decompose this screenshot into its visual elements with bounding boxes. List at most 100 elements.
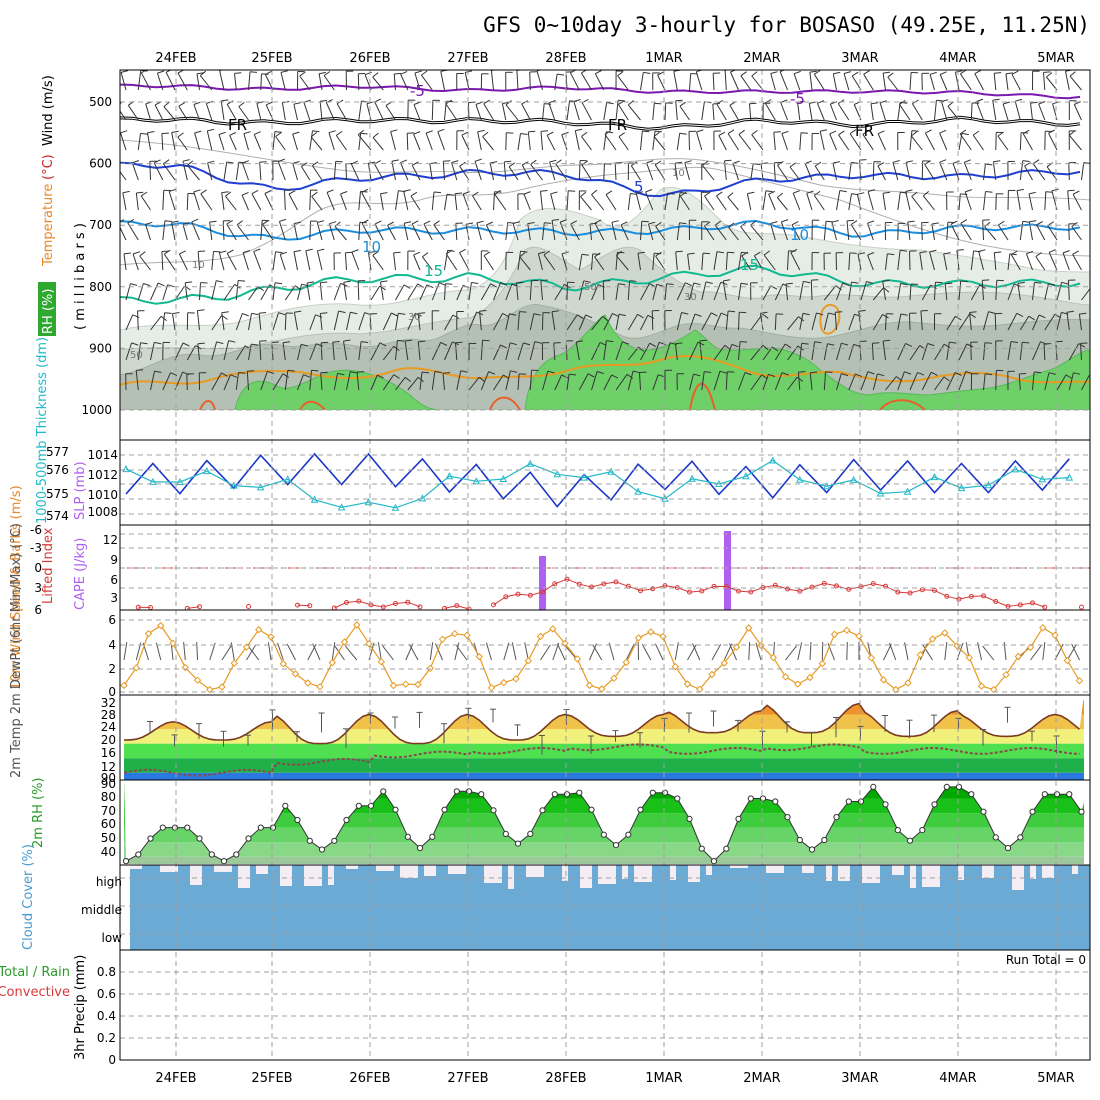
wind-barb	[256, 103, 262, 121]
wind-barb	[390, 131, 396, 151]
rh-2m-marker	[453, 788, 460, 795]
wind-barb	[837, 103, 850, 121]
wind-10m-marker	[524, 656, 533, 665]
y-tick-label: 24	[101, 720, 116, 734]
rh-2m-marker	[306, 837, 313, 844]
wind-barb-flag	[221, 314, 228, 320]
wind-barb	[832, 162, 837, 181]
wind-barb	[725, 344, 733, 361]
wind-barb	[413, 134, 421, 151]
wind-barb	[603, 102, 608, 121]
wind-10m-barb	[454, 642, 460, 661]
y-tick-label: -6	[30, 523, 42, 537]
rh-2m-marker	[478, 791, 485, 798]
top-date-axis: 24FEB 25FEB 26FEB 27FEB 28FEB 1MAR 2MAR 3MAR 4MA…	[155, 51, 1074, 66]
contour-label-fr: FR	[228, 116, 247, 134]
wind-barb	[501, 103, 507, 121]
wind-barb-flag	[410, 191, 418, 197]
wind-barb	[574, 130, 580, 151]
wind-barb	[762, 190, 767, 211]
wind-barb-flag	[960, 280, 968, 283]
thickness-marker	[283, 475, 292, 483]
wind-barb-flag	[550, 191, 558, 195]
wind-barb	[1056, 282, 1063, 301]
wind-barb-flag	[165, 70, 172, 73]
wind-barb	[566, 190, 569, 211]
contour-label-rh50: 50	[130, 350, 143, 361]
wind-barb-flag	[581, 253, 589, 256]
wind-barb-flag	[185, 281, 193, 284]
wind-barb	[238, 106, 249, 121]
wind-barb-flag	[828, 312, 836, 316]
wind-barb-flag	[617, 71, 624, 77]
rh-2m-marker	[490, 807, 497, 814]
wind-barb	[209, 222, 213, 241]
wind-barb	[505, 370, 511, 391]
wind-barb	[714, 224, 727, 241]
wind-barb-flag	[274, 131, 282, 133]
wind-barb	[627, 346, 639, 361]
wind-barb-flag	[751, 71, 758, 77]
wind-barb-flag	[510, 370, 518, 373]
thickness-marker	[903, 487, 912, 495]
wind-barb-flag	[636, 191, 644, 194]
wind-barb-flag	[207, 160, 215, 164]
wind-barb	[380, 193, 384, 211]
wind-barb-flag	[1016, 312, 1024, 318]
temp-20-contour	[120, 354, 1090, 386]
wind-barb	[187, 164, 200, 181]
wind-barb-flag	[132, 160, 140, 164]
rh-2m-marker	[514, 840, 522, 847]
wind-barb-flag	[194, 130, 202, 134]
wind-barb-flag	[312, 161, 319, 167]
wind-barb	[505, 132, 507, 151]
rh-10-contour-b	[120, 139, 1090, 201]
wind-10m-marker	[132, 664, 141, 672]
wind-barb	[700, 192, 703, 211]
wind-barb	[431, 100, 434, 121]
wind-barb-flag	[740, 71, 747, 77]
wind-10m-barb	[944, 642, 948, 661]
wind-barb	[809, 72, 813, 91]
wind-barb-flag	[221, 99, 229, 102]
wind-barb	[679, 105, 690, 121]
wind-barb	[983, 342, 986, 361]
precip-run-total: Run Total = 0	[1006, 953, 1086, 967]
wind-10m-barb	[711, 643, 722, 661]
wind-barb	[713, 312, 722, 331]
wind-barb-flag	[243, 131, 251, 135]
wind-barb	[150, 370, 155, 391]
wind-barb	[1028, 193, 1033, 211]
wind-barb-flag	[825, 371, 833, 373]
wind-barb	[480, 340, 483, 361]
wind-barb-flag	[602, 316, 609, 322]
wind-barb-flag	[351, 160, 358, 165]
wind-barb	[740, 226, 752, 241]
wind-barb	[561, 134, 568, 151]
wind-barb	[640, 72, 644, 91]
rh-2m-marker	[331, 837, 338, 844]
wind-barb-flag	[1048, 283, 1056, 286]
wind-barb	[417, 341, 421, 361]
wind-barb	[364, 74, 372, 91]
wind-barb	[248, 344, 252, 361]
wind-barb	[603, 340, 607, 361]
wind-barb-flag	[154, 370, 162, 373]
wind-barb	[517, 311, 520, 331]
wind-barb-flag	[583, 280, 591, 283]
wind-barb	[493, 313, 504, 331]
thickness-marker	[1038, 475, 1047, 483]
high-cloud-gap	[256, 865, 268, 874]
wind-barb	[750, 374, 763, 391]
high-cloud-gap	[508, 865, 514, 889]
wind-barb	[229, 135, 237, 151]
wind-barb	[1011, 74, 1021, 91]
rh-2m-marker	[980, 808, 987, 815]
lifted-index-marker	[356, 598, 362, 604]
wind-barb	[952, 163, 960, 181]
wind-barb	[1032, 314, 1040, 331]
wind-barb-flag	[969, 311, 977, 313]
wind-barb	[580, 72, 592, 91]
wind-barb	[605, 194, 617, 211]
rh-2m-marker	[649, 789, 656, 796]
